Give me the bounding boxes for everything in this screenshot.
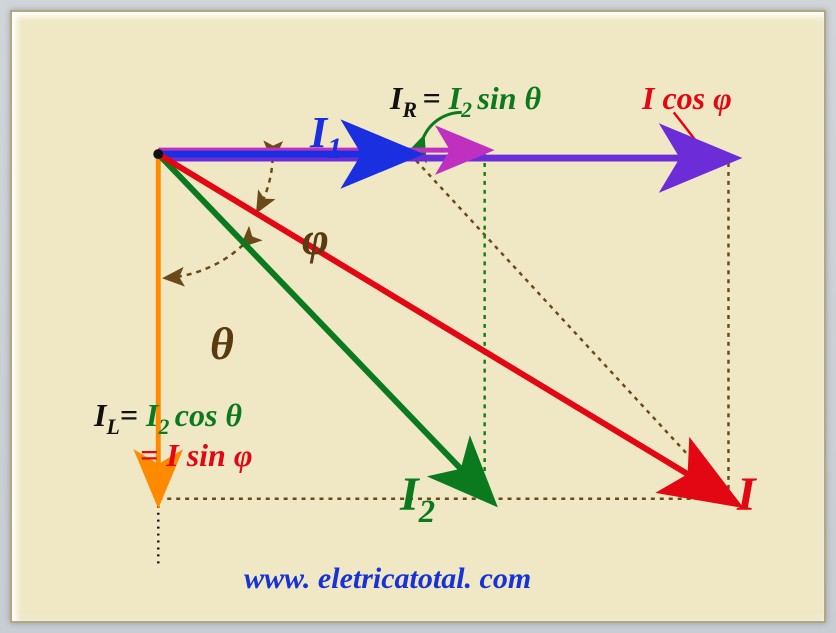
outer-frame: IR = I2 sin θ I cos φ I1 φ θ IL= I2 cos θ= I … — [0, 0, 836, 633]
label-theta: θ — [210, 317, 234, 370]
label-I2: I2 — [400, 467, 435, 530]
label-Icos: I cos φ — [642, 80, 732, 117]
label-IR_eq: IR = I2 sin θ — [390, 80, 541, 122]
watermark-link: www. eletricatotal. com — [244, 562, 531, 596]
label-I1: I1 — [310, 107, 342, 165]
label-IL_eq1: IL= I2 cos θ — [94, 397, 242, 439]
label-IL_eq2: = I sin φ — [140, 437, 253, 474]
label-I: I — [737, 467, 756, 522]
diagram-canvas: IR = I2 sin θ I cos φ I1 φ θ IL= I2 cos θ= I … — [10, 10, 826, 623]
label-phi: φ — [302, 212, 329, 265]
